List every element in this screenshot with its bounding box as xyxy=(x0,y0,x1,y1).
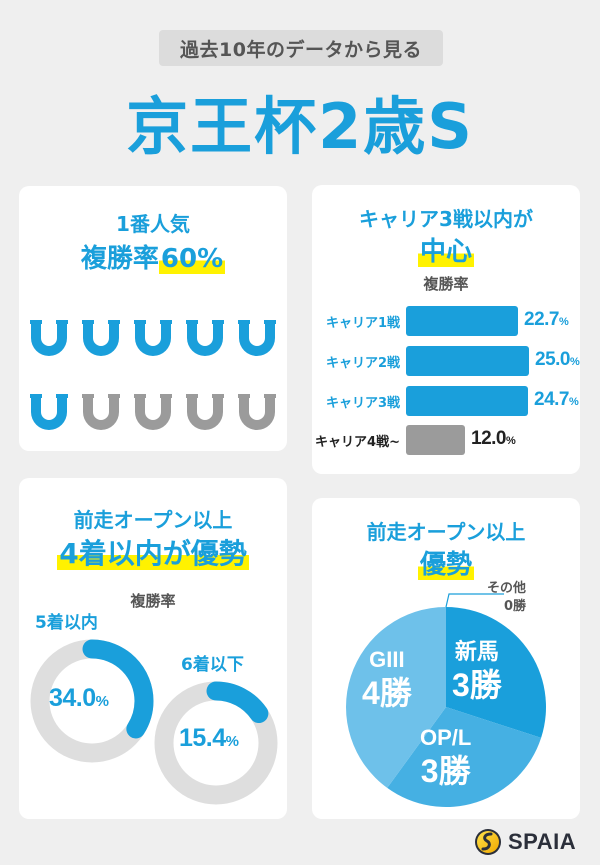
horseshoe-icon xyxy=(131,390,183,438)
spaia-logo: SPAIA xyxy=(474,826,576,858)
donut-value-6th-or-lower: 15.4% xyxy=(179,724,239,752)
card-subheading: 中心 xyxy=(312,231,580,268)
horseshoe-icon xyxy=(183,390,235,438)
bar-row: キャリア2戦 25.0% xyxy=(312,346,580,376)
pie-slice xyxy=(387,707,542,807)
horseshoe-pictogram xyxy=(27,316,279,438)
highlighted-value: 60% xyxy=(158,244,226,274)
pie-label-g3: GIII 4勝 xyxy=(362,647,412,712)
bar-row: キャリア3戦 24.7% xyxy=(312,386,580,416)
bar-label: キャリア2戦 xyxy=(325,356,400,371)
bar-value: 24.7% xyxy=(534,389,579,410)
bar-label: キャリア3戦 xyxy=(325,396,400,411)
highlighted-value: 中心 xyxy=(417,237,474,267)
donut-value-top5: 34.0% xyxy=(49,684,109,712)
card-subheading: 優勢 xyxy=(312,544,580,581)
horseshoe-icon xyxy=(183,316,235,364)
logo-text: SPAIA xyxy=(508,829,577,854)
pie-label-opl: OP/L 3勝 xyxy=(420,725,472,790)
card-heading: 1番人気 xyxy=(116,212,190,236)
horseshoe-icon xyxy=(235,316,287,364)
bar-row: キャリア1戦 22.7% xyxy=(312,306,580,336)
metric-label: 複勝率 xyxy=(130,592,176,610)
card-heading: 前走オープン以上 xyxy=(366,520,526,544)
pie-slice xyxy=(446,607,546,738)
bar xyxy=(406,346,529,376)
bar-value: 22.7% xyxy=(524,309,569,330)
card-heading: 前走オープン以上 xyxy=(73,508,233,532)
page-title: 京王杯2歳S xyxy=(126,90,474,163)
spaia-logo-icon xyxy=(475,829,501,855)
bar-row: キャリア4戦~ 12.0% xyxy=(312,425,580,455)
card-subheading: 複勝率60% xyxy=(19,238,287,275)
metric-label: 複勝率 xyxy=(423,275,469,293)
horseshoe-icon xyxy=(27,316,79,364)
donut-label-6th-or-lower: 6着以下 xyxy=(181,655,244,675)
heading-prefix: 複勝率 xyxy=(80,244,159,274)
pie-label-other: その他 0勝 xyxy=(487,581,527,614)
prev-class-pie-card: 前走オープン以上 優勢 その他 0勝 新馬 3勝 OP/L 3勝 GIII 4勝 xyxy=(312,498,580,819)
horseshoe-icon xyxy=(79,390,131,438)
favorite-place-rate-card: 1番人気 複勝率60% xyxy=(19,186,287,451)
pie-chart xyxy=(346,593,546,807)
donut-chart-top5 xyxy=(30,639,154,763)
bar-label: キャリア1戦 xyxy=(325,316,400,331)
bar xyxy=(406,386,528,416)
bar-value: 25.0% xyxy=(535,349,580,370)
pie-label-shinba: 新馬 3勝 xyxy=(452,639,502,704)
horseshoe-icon xyxy=(79,316,131,364)
subtitle-badge: 過去10年のデータから見る xyxy=(159,30,443,66)
pie-slice xyxy=(346,607,446,788)
card-heading: キャリア3戦以内が xyxy=(359,207,533,231)
donut-label-top5: 5着以内 xyxy=(35,613,98,633)
bar-label: キャリア4戦~ xyxy=(315,435,400,450)
horseshoe-icon xyxy=(131,316,183,364)
bar xyxy=(406,425,465,455)
horseshoe-icon xyxy=(27,390,79,438)
card-subheading: 4着以内が優勢 xyxy=(19,532,287,572)
highlighted-value: 優勢 xyxy=(417,550,474,580)
donut-chart-6th-or-lower xyxy=(154,681,278,805)
highlighted-value: 4着以内が優勢 xyxy=(57,537,249,570)
horseshoe-icon xyxy=(235,390,287,438)
bar xyxy=(406,306,518,336)
bar-value: 12.0% xyxy=(471,428,516,449)
career-bar-chart-card: キャリア3戦以内が 中心 複勝率 キャリア1戦 22.7% キャリア2戦 25.0% キ… xyxy=(312,185,580,474)
prev-finish-donut-card: 前走オープン以上 4着以内が優勢 複勝率 5着以内 34.0% 6着以下 15.… xyxy=(19,478,287,819)
